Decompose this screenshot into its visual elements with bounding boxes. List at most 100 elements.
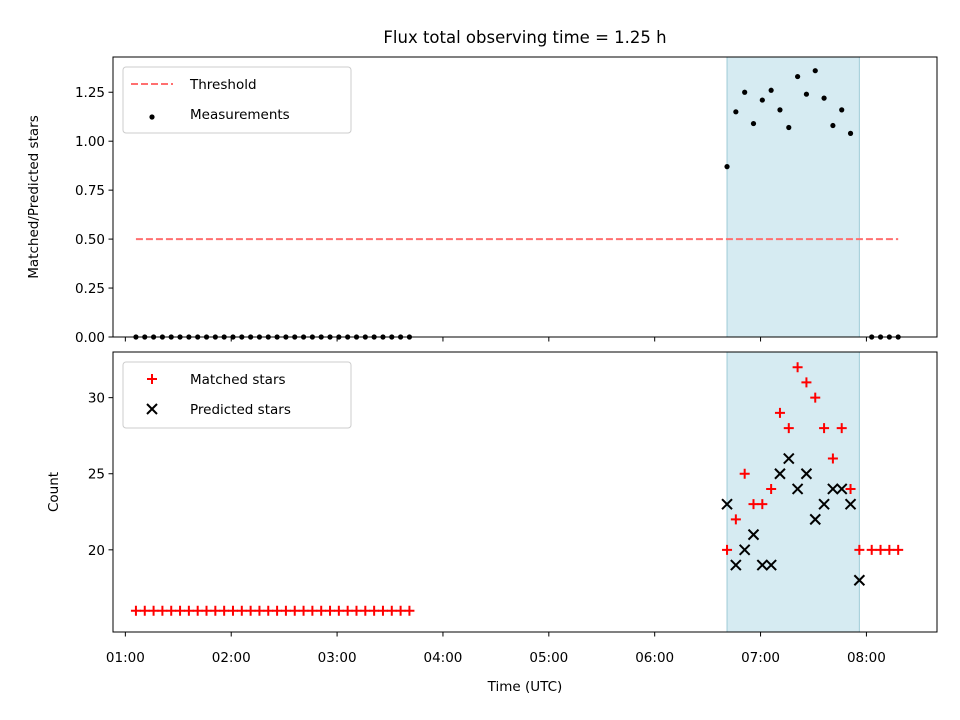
matched-star-point	[289, 605, 300, 616]
predicted-star-point	[783, 452, 795, 465]
legend-label: Predicted stars	[190, 402, 291, 418]
matched-star-point	[369, 605, 380, 616]
measurement-point	[847, 130, 854, 136]
matched-star-point	[298, 605, 309, 616]
matched-star-point	[236, 605, 247, 616]
matched-star-point	[272, 605, 283, 616]
top-legend: Threshold Measurements	[122, 66, 352, 134]
matched-star-point	[192, 605, 203, 616]
legend-handle-predicted	[146, 403, 158, 415]
x-tick-label: 07:00	[741, 650, 780, 666]
y-tick-label: 0.25	[75, 281, 105, 297]
x-tick-label: 05:00	[529, 650, 568, 666]
matched-star-point	[792, 362, 803, 373]
measurement-point	[812, 68, 818, 74]
matched-star-point	[130, 605, 141, 616]
chart-title: Flux total observing time = 1.25 h	[383, 28, 666, 47]
matched-star-point	[227, 605, 238, 616]
measurement-point	[821, 95, 827, 101]
legend-label: Threshold	[189, 77, 257, 93]
legend-handle-matched	[147, 374, 157, 384]
measurement-point	[759, 97, 765, 103]
x-tick-label: 03:00	[318, 650, 357, 666]
matched-star-point	[404, 605, 415, 616]
matched-star-point	[893, 544, 904, 555]
predicted-star-point	[765, 559, 777, 571]
matched-star-point	[183, 605, 194, 616]
top-x-ticks	[124, 337, 867, 342]
matched-star-point	[395, 605, 406, 616]
observing-window-shade-top	[726, 56, 860, 338]
matched-star-point	[263, 605, 274, 616]
matched-star-point	[866, 544, 877, 555]
matched-star-point	[827, 453, 838, 464]
predicted-star-point	[836, 483, 848, 495]
matched-star-point	[774, 407, 785, 418]
predicted-star-point	[853, 574, 866, 586]
x-tick-label: 04:00	[423, 650, 462, 666]
legend-box	[122, 361, 352, 429]
predicted-star-point	[844, 498, 857, 510]
bottom-plot-marks	[130, 362, 904, 616]
y-tick-label: 1.25	[75, 85, 105, 101]
matched-star-point	[210, 605, 221, 616]
legend-label: Matched stars	[190, 372, 286, 388]
matched-star-point	[316, 605, 327, 616]
y-tick-label: 1.00	[75, 134, 105, 150]
matched-star-point	[342, 605, 353, 616]
matched-star-point	[801, 377, 812, 388]
x-tick-label: 02:00	[212, 650, 251, 666]
measurement-point	[803, 91, 810, 97]
predicted-star-point	[730, 559, 742, 571]
predicted-star-point	[721, 498, 733, 510]
matched-star-point	[175, 605, 186, 616]
matched-star-point	[377, 605, 388, 616]
matched-star-point	[280, 605, 291, 616]
bottom-y-ticks: 20 25 30	[88, 391, 113, 559]
predicted-star-point	[791, 483, 804, 495]
matched-star-point	[875, 544, 886, 555]
bottom-x-ticks: 01:00 02:00 03:00 04:00 05:00 06:00 07:00 08:00	[106, 632, 886, 666]
measurement-point	[795, 73, 801, 80]
top-panel: 0.00 0.25 0.50 0.75 1.00 1.25 Flux total obse…	[26, 28, 938, 346]
measurement-point	[839, 107, 845, 113]
matched-star-point	[333, 605, 344, 616]
matched-star-point	[819, 423, 830, 434]
matched-star-point	[748, 499, 759, 510]
matched-star-point	[884, 544, 895, 555]
measurement-point	[750, 120, 757, 127]
predicted-star-point	[774, 468, 786, 480]
matched-star-point	[219, 605, 230, 616]
measurement-point	[786, 124, 792, 131]
x-axis-label: Time (UTC)	[487, 679, 563, 695]
matched-star-point	[739, 468, 750, 479]
bottom-legend: Matched stars Predicted stars	[122, 361, 352, 429]
matched-star-point	[325, 605, 336, 616]
matched-star-point	[845, 483, 856, 494]
matched-star-point	[201, 605, 212, 616]
bottom-axes-frame	[112, 351, 938, 633]
matched-star-point	[254, 605, 265, 616]
matched-star-point	[854, 544, 865, 555]
y-tick-label: 20	[88, 543, 105, 559]
matched-star-point	[386, 605, 397, 616]
matched-star-point	[139, 605, 150, 616]
x-tick-label: 08:00	[847, 650, 886, 666]
matched-star-point	[766, 483, 777, 494]
y-tick-label: 25	[88, 467, 105, 483]
predicted-star-point	[747, 528, 760, 541]
matched-star-point	[730, 514, 741, 525]
matched-star-point	[351, 605, 362, 616]
y-tick-label: 0.00	[75, 330, 105, 346]
measurement-point	[742, 89, 748, 95]
y-tick-label: 0.75	[75, 183, 105, 199]
x-tick-label: 01:00	[106, 650, 145, 666]
predicted-star-point	[809, 513, 821, 526]
bottom-panel: 01:00 02:00 03:00 04:00 05:00 06:00 07:00 08:00…	[46, 351, 938, 695]
matched-star-point	[722, 544, 733, 555]
measurement-point	[830, 122, 836, 129]
matched-star-point	[307, 605, 318, 616]
measurement-point	[768, 87, 774, 93]
measurement-point	[733, 109, 739, 115]
